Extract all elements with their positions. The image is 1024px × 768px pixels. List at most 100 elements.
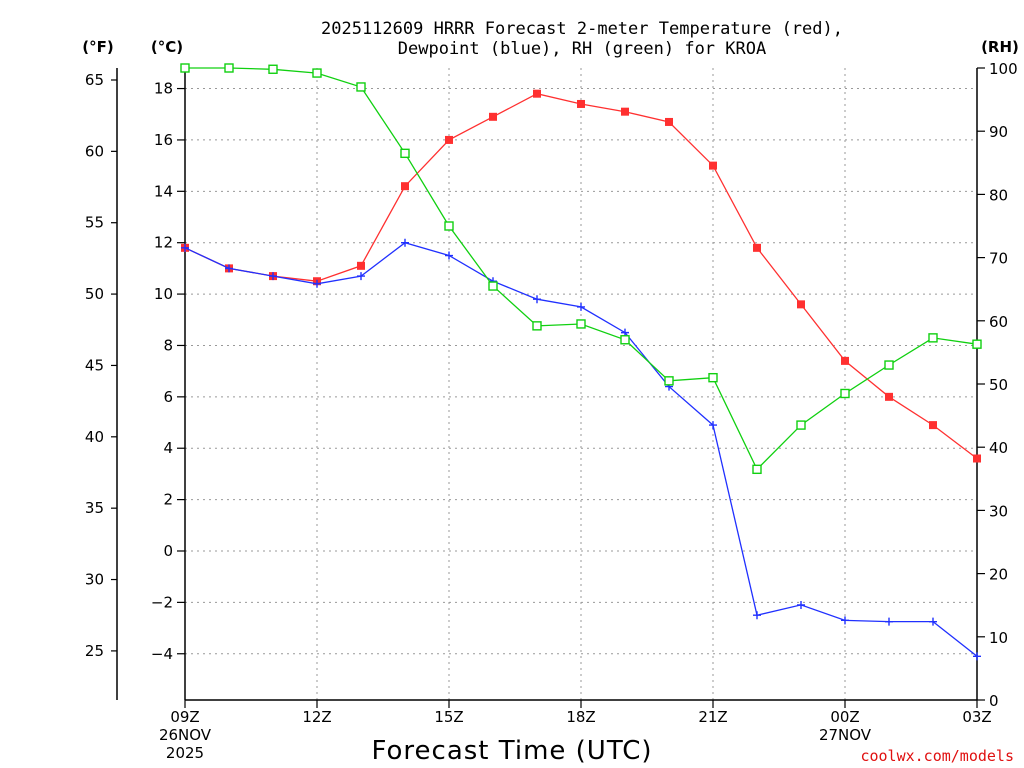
rh-tick-label: 50 bbox=[989, 376, 1008, 394]
2-meter-temperature-point bbox=[841, 356, 849, 365]
celsius-axis-label: (°C) bbox=[151, 38, 183, 56]
2-meter-temperature-point bbox=[621, 107, 629, 116]
2-meter-temperature-point bbox=[401, 182, 409, 191]
credit-link[interactable]: coolwx.com/models bbox=[860, 747, 1014, 765]
fahrenheit-tick-label: 55 bbox=[85, 214, 104, 232]
rh-point bbox=[664, 376, 674, 386]
2-meter-temperature-point bbox=[753, 243, 761, 252]
rh-point bbox=[620, 335, 630, 345]
dewpoint-point bbox=[357, 272, 365, 281]
celsius-tick-label: 4 bbox=[163, 439, 173, 457]
x-axis-title: Forecast Time (UTC) bbox=[371, 736, 652, 766]
rh-point bbox=[972, 339, 982, 349]
dewpoint-point bbox=[973, 652, 981, 661]
2-meter-temperature-point bbox=[709, 161, 717, 170]
rh-tick-label: 80 bbox=[989, 186, 1008, 204]
dewpoint-point bbox=[841, 616, 849, 625]
rh-point bbox=[840, 388, 850, 399]
celsius-tick-label: 16 bbox=[154, 131, 173, 149]
2-meter-temperature-point bbox=[577, 99, 585, 108]
chart-title-line1: 2025112609 HRRR Forecast 2-meter Tempera… bbox=[321, 19, 843, 39]
rh-tick-label: 70 bbox=[989, 250, 1008, 268]
rh-point bbox=[224, 63, 234, 73]
celsius-tick-label: 8 bbox=[163, 336, 173, 354]
dewpoint-point bbox=[225, 264, 233, 273]
chart-title-line2: Dewpoint (blue), RH (green) for KROA bbox=[398, 39, 766, 59]
2-meter-temperature-point bbox=[533, 89, 541, 98]
rh-tick-label: 20 bbox=[989, 566, 1008, 584]
x-tick-label: 21Z bbox=[698, 708, 727, 726]
2-meter-temperature-point bbox=[445, 135, 453, 144]
rh-point bbox=[928, 333, 938, 343]
dewpoint-point bbox=[885, 617, 893, 626]
2-meter-temperature-point bbox=[665, 117, 673, 126]
axes: −4 −2 0 2 4 6 8 10 12 14 16 18 25 30 35 40 45 50 55 60 65 0 10… bbox=[85, 60, 1018, 762]
fahrenheit-tick-label: 50 bbox=[85, 285, 104, 303]
rh-point bbox=[488, 281, 498, 291]
celsius-tick-label: 6 bbox=[163, 388, 173, 406]
dewpoint-point bbox=[797, 600, 805, 609]
rh-point bbox=[400, 148, 410, 159]
x-tick-label: 03Z bbox=[962, 708, 991, 726]
x-tick-label: 09Z bbox=[170, 708, 199, 726]
celsius-tick-label: 14 bbox=[154, 182, 173, 200]
rh-axis-label: (RH) bbox=[981, 38, 1019, 56]
x-tick-date: 27NOV bbox=[819, 726, 872, 744]
rh-point bbox=[312, 68, 322, 78]
celsius-tick-label: 0 bbox=[163, 542, 173, 560]
fahrenheit-tick-label: 35 bbox=[85, 499, 104, 517]
2-meter-temperature-point bbox=[797, 300, 805, 309]
dewpoint-point bbox=[577, 302, 585, 311]
2-meter-temperature-point bbox=[357, 261, 365, 270]
celsius-tick-label: 18 bbox=[154, 80, 173, 98]
2-meter-temperature-point bbox=[973, 454, 981, 463]
celsius-tick-label: 10 bbox=[154, 285, 173, 303]
dewpoint-point bbox=[313, 279, 321, 288]
fahrenheit-tick-label: 60 bbox=[85, 142, 104, 160]
x-tick-date: 26NOV bbox=[159, 726, 212, 744]
fahrenheit-tick-label: 65 bbox=[85, 71, 104, 89]
rh-point bbox=[796, 420, 806, 430]
rh-tick-label: 60 bbox=[989, 313, 1008, 331]
rh-point bbox=[356, 82, 366, 92]
2-meter-temperature-point bbox=[885, 392, 893, 401]
dewpoint-point bbox=[709, 421, 717, 430]
rh-point bbox=[752, 464, 762, 475]
dewpoint-point bbox=[445, 251, 453, 260]
dewpoint-point bbox=[929, 617, 937, 626]
rh-point bbox=[532, 321, 542, 331]
rh-point bbox=[180, 63, 190, 73]
fahrenheit-tick-label: 40 bbox=[85, 428, 104, 446]
2-meter-temperature-line bbox=[184, 93, 978, 460]
celsius-tick-label: −4 bbox=[151, 645, 173, 663]
rh-point bbox=[444, 221, 454, 231]
rh-tick-label: 10 bbox=[989, 629, 1008, 647]
rh-tick-label: 90 bbox=[989, 123, 1008, 141]
fahrenheit-tick-label: 30 bbox=[85, 571, 104, 589]
fahrenheit-tick-label: 25 bbox=[85, 642, 104, 660]
x-tick-label: 12Z bbox=[302, 708, 331, 726]
x-tick-label: 18Z bbox=[566, 708, 595, 726]
rh-tick-label: 40 bbox=[989, 439, 1008, 457]
data-series bbox=[180, 63, 982, 661]
dewpoint-point bbox=[753, 611, 761, 620]
dewpoint-point bbox=[181, 243, 189, 252]
2-meter-temperature-point bbox=[489, 112, 497, 121]
dewpoint-point bbox=[269, 272, 277, 281]
celsius-tick-label: −2 bbox=[151, 593, 173, 611]
x-tick-label: 00Z bbox=[830, 708, 859, 726]
dewpoint-point bbox=[401, 238, 409, 247]
rh-point bbox=[576, 319, 586, 329]
rh-point bbox=[708, 372, 718, 383]
rh-tick-label: 30 bbox=[989, 502, 1008, 520]
celsius-tick-label: 12 bbox=[154, 234, 173, 252]
dewpoint-point bbox=[533, 295, 541, 304]
rh-tick-label: 100 bbox=[989, 60, 1018, 78]
rh-tick-label: 0 bbox=[989, 692, 999, 710]
gridlines bbox=[184, 68, 978, 700]
rh-point bbox=[884, 360, 894, 370]
fahrenheit-tick-label: 45 bbox=[85, 356, 104, 374]
2-meter-temperature-point bbox=[929, 421, 937, 430]
rh-point bbox=[268, 64, 278, 74]
